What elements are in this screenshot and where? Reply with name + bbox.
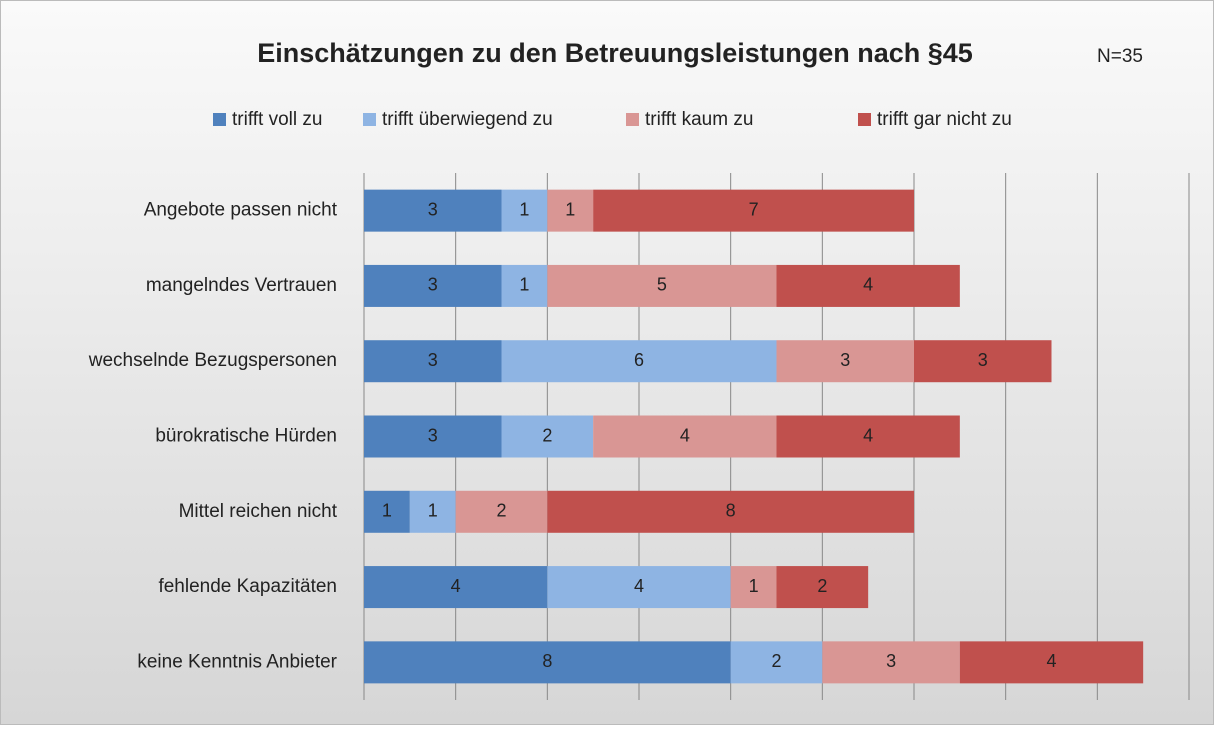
legend-label: trifft überwiegend zu: [382, 109, 553, 130]
data-label: 1: [519, 275, 529, 295]
data-label: 4: [863, 425, 873, 445]
data-label: 1: [519, 199, 529, 219]
data-label: 4: [680, 425, 690, 445]
legend-label: trifft voll zu: [232, 109, 322, 130]
bar-segment: [364, 189, 502, 232]
data-label: 1: [565, 199, 575, 219]
data-label: 3: [428, 275, 438, 295]
data-label: 3: [428, 199, 438, 219]
data-label: 1: [428, 501, 438, 521]
bar-segment: [364, 566, 548, 609]
y-tick-label: bürokratische Hürden: [155, 426, 337, 447]
bar-segment: [455, 490, 548, 533]
data-label: 1: [382, 501, 392, 521]
bar-segment: [776, 566, 869, 609]
bar-segment: [914, 340, 1052, 383]
data-label: 3: [840, 350, 850, 370]
data-label: 2: [542, 425, 552, 445]
y-tick-label: wechselnde Bezugspersonen: [88, 350, 337, 371]
bar-segment: [547, 189, 594, 232]
data-label: 8: [542, 651, 552, 671]
bar-segment: [547, 490, 914, 533]
annotation: N=35: [1097, 46, 1143, 67]
data-label: 2: [771, 651, 781, 671]
data-label: 6: [634, 350, 644, 370]
y-tick-label: mangelndes Vertrauen: [146, 275, 337, 296]
data-label: 5: [657, 275, 667, 295]
data-label: 4: [451, 576, 461, 596]
bar-segment: [364, 264, 502, 307]
legend-swatch: [213, 113, 226, 126]
data-label: 4: [634, 576, 644, 596]
data-label: 4: [863, 275, 873, 295]
data-label: 2: [817, 576, 827, 596]
bar-segment: [364, 340, 502, 383]
bar-segment: [501, 189, 548, 232]
bar-segment: [730, 641, 823, 684]
chart-title: Einschätzungen zu den Betreuungsleistung…: [257, 38, 973, 68]
y-tick-label: keine Kenntnis Anbieter: [137, 651, 337, 672]
bar-segment: [547, 566, 731, 609]
legend-swatch: [858, 113, 871, 126]
bar-segment: [959, 641, 1144, 684]
bar-segment: [501, 415, 594, 458]
bar-segment: [364, 490, 410, 533]
data-label: 1: [749, 576, 759, 596]
legend-label: trifft kaum zu: [645, 109, 753, 130]
y-tick-label: Angebote passen nicht: [144, 200, 338, 221]
legend-label: trifft gar nicht zu: [877, 109, 1012, 130]
bar-segment: [409, 490, 456, 533]
bar-segment: [501, 340, 777, 383]
bar-segment: [593, 189, 914, 232]
bar-segment: [547, 264, 777, 307]
y-tick-label: Mittel reichen nicht: [179, 501, 338, 522]
bar-segment: [776, 415, 960, 458]
legend-swatch: [626, 113, 639, 126]
data-label: 3: [978, 350, 988, 370]
data-label: 7: [749, 199, 759, 219]
bar-segment: [822, 641, 960, 684]
y-tick-label: fehlende Kapazitäten: [158, 576, 337, 597]
bar-segment: [776, 340, 914, 383]
bar-segment: [776, 264, 960, 307]
bar-segment: [364, 641, 731, 684]
bar-segment: [593, 415, 777, 458]
data-label: 2: [496, 501, 506, 521]
data-label: 8: [726, 501, 736, 521]
legend-swatch: [363, 113, 376, 126]
bar-segment: [730, 566, 777, 609]
bar-segment: [364, 415, 502, 458]
data-label: 3: [886, 651, 896, 671]
data-label: 3: [428, 425, 438, 445]
bar-segment: [501, 264, 548, 307]
data-label: 3: [428, 350, 438, 370]
data-label: 4: [1046, 651, 1056, 671]
